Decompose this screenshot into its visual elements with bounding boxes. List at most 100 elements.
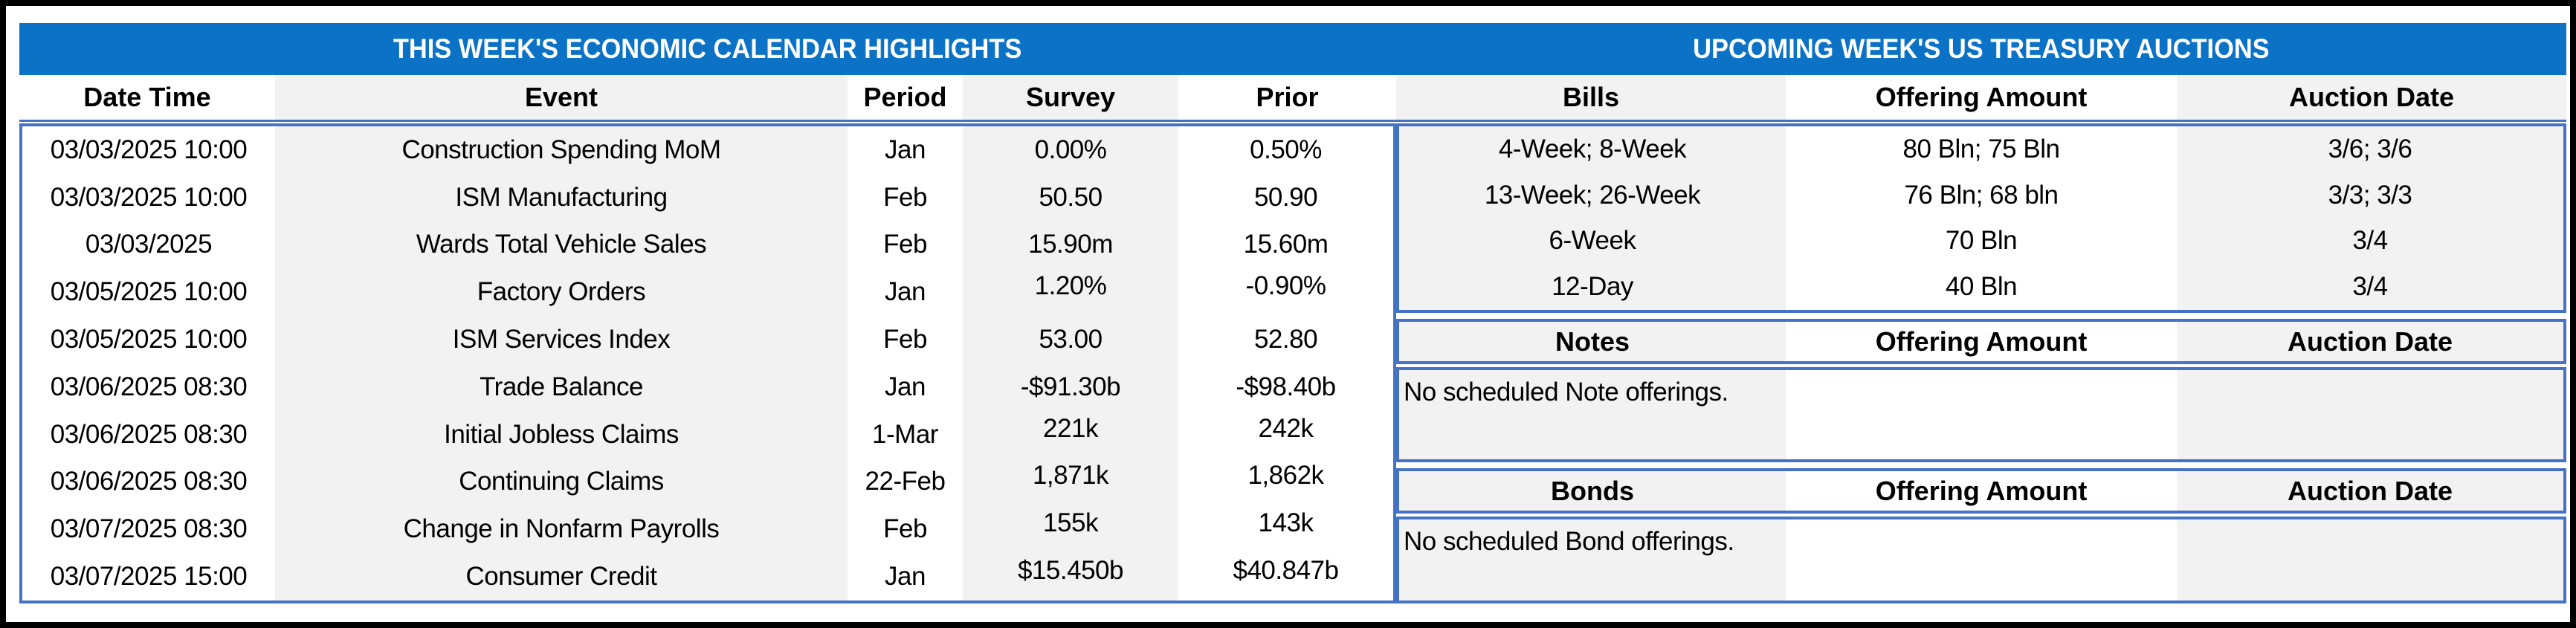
auctions-title-area: UPCOMING WEEK'S US TREASURY AUCTIONS <box>1396 23 2566 75</box>
table-row: 03/03/2025 Wards Total Vehicle Sales Feb… <box>22 221 1393 269</box>
cell-period: Feb <box>883 230 927 259</box>
cell-survey: 15.90m <box>963 221 1178 269</box>
title-bar: THIS WEEK'S ECONOMIC CALENDAR HIGHLIGHTS… <box>19 23 2566 75</box>
cell-bill-amount: 80 Bln; 75 Bln <box>1902 134 2060 164</box>
cell-bill-security: 6-Week <box>1399 218 1786 265</box>
cell-period: Feb <box>883 514 927 544</box>
cell-survey: 1.20% <box>963 268 1178 317</box>
calendar-title: THIS WEEK'S ECONOMIC CALENDAR HIGHLIGHTS <box>393 33 1022 64</box>
cell-event: Construction Spending MoM <box>275 126 848 174</box>
cell-survey: -$91.30b <box>963 363 1178 411</box>
cell-bill-amount: 40 Bln <box>1945 272 2018 302</box>
table-row: 03/03/2025 10:00 ISM Manufacturing Feb 5… <box>22 173 1393 221</box>
cell-survey: 50.50 <box>963 173 1178 221</box>
calendar-title-area: THIS WEEK'S ECONOMIC CALENDAR HIGHLIGHTS <box>19 23 1396 75</box>
cell-bill-date: 3/4 <box>2177 264 2563 310</box>
cell-prior: 52.80 <box>1253 325 1318 355</box>
cell-event: ISM Services Index <box>275 316 848 363</box>
table-row: 03/06/2025 08:30 Continuing Claims 22-Fe… <box>22 458 1393 506</box>
header-event: Event <box>275 75 848 120</box>
header-notes-auction-date: Auction Date <box>2177 322 2563 361</box>
table-row: 03/07/2025 15:00 Consumer Credit Jan $15… <box>22 553 1393 601</box>
table-row: 03/05/2025 10:00 ISM Services Index Feb … <box>22 316 1393 363</box>
cell-event: Trade Balance <box>275 363 848 411</box>
cell-prior: -$98.40b <box>1236 372 1336 401</box>
cell-period: Jan <box>885 135 926 164</box>
cell-prior: -0.90% <box>1245 271 1326 301</box>
cell-prior: 15.60m <box>1243 230 1329 259</box>
table-row: 03/05/2025 10:00 Factory Orders Jan 1.20… <box>22 268 1393 317</box>
notes-header-row: Notes Offering Amount Auction Date <box>1396 319 2566 364</box>
cell-period: 1-Mar <box>872 419 938 449</box>
cell-survey: $15.450b <box>963 553 1178 601</box>
cell-survey: 0.00% <box>963 126 1178 174</box>
header-bonds-offering-amount: Offering Amount <box>1875 475 2088 506</box>
table-row: 03/03/2025 10:00 Construction Spending M… <box>22 126 1393 174</box>
cell-event: Continuing Claims <box>275 458 848 506</box>
table-row: 4-Week; 8-Week 80 Bln; 75 Bln 3/6; 3/6 <box>1399 126 2563 172</box>
header-bonds-auction-date: Auction Date <box>2177 471 2563 511</box>
table-row: 03/06/2025 08:30 Initial Jobless Claims … <box>22 410 1393 459</box>
header-period: Period <box>863 82 947 112</box>
header-bills: Bills <box>1396 75 1786 120</box>
cell-prior: 242k <box>1258 413 1314 443</box>
header-notes: Notes <box>1399 322 1786 361</box>
cell-datetime: 03/03/2025 10:00 <box>50 135 248 164</box>
calendar-header-row: Date Time Event Period Survey Prior <box>19 75 1396 122</box>
header-prior: Prior <box>1256 82 1319 112</box>
cell-datetime: 03/05/2025 10:00 <box>50 277 248 307</box>
cell-event: Consumer Credit <box>275 553 848 601</box>
header-date-time: Date Time <box>83 82 211 112</box>
bonds-message-row: No scheduled Bond offerings. <box>1396 517 2566 603</box>
cell-bill-security: 4-Week; 8-Week <box>1399 126 1786 172</box>
cell-period: 22-Feb <box>865 467 946 496</box>
cell-empty <box>1786 519 2177 601</box>
cell-datetime: 03/06/2025 08:30 <box>50 467 248 496</box>
bonds-message: No scheduled Bond offerings. <box>1399 519 1786 601</box>
cell-period: Jan <box>885 372 926 401</box>
cell-event: Factory Orders <box>275 268 848 317</box>
cell-event: Initial Jobless Claims <box>275 410 848 459</box>
cell-datetime: 03/07/2025 15:00 <box>50 562 248 592</box>
cell-datetime: 03/03/2025 10:00 <box>50 182 248 212</box>
cell-event: Change in Nonfarm Payrolls <box>275 505 848 554</box>
cell-datetime: 03/03/2025 <box>85 230 213 259</box>
cell-bill-date: 3/6; 3/6 <box>2177 126 2563 172</box>
cell-prior: $40.847b <box>1233 556 1339 586</box>
header-bonds: Bonds <box>1399 471 1786 511</box>
cell-bill-security: 13-Week; 26-Week <box>1399 172 1786 218</box>
cell-bill-amount: 76 Bln; 68 bln <box>1904 180 2059 210</box>
notes-message: No scheduled Note offerings. <box>1399 370 1786 459</box>
cell-prior: 0.50% <box>1250 135 1322 164</box>
header-notes-offering-amount: Offering Amount <box>1875 326 2088 357</box>
table-row: 13-Week; 26-Week 76 Bln; 68 bln 3/3; 3/3 <box>1399 172 2563 218</box>
bonds-header-row: Bonds Offering Amount Auction Date <box>1396 468 2566 514</box>
notes-message-row: No scheduled Note offerings. <box>1396 367 2566 462</box>
cell-period: Jan <box>885 277 926 307</box>
header-bills-offering-amount: Offering Amount <box>1875 82 2088 112</box>
cell-bill-amount: 70 Bln <box>1945 226 2018 256</box>
table-row: 6-Week 70 Bln 3/4 <box>1399 218 2563 265</box>
cell-datetime: 03/06/2025 08:30 <box>50 372 248 401</box>
bills-header-row: Bills Offering Amount Auction Date <box>1396 75 2566 122</box>
cell-empty <box>1786 370 2177 459</box>
cell-prior: 143k <box>1258 508 1314 538</box>
cell-event: ISM Manufacturing <box>275 173 848 221</box>
header-survey: Survey <box>963 75 1178 120</box>
cell-survey: 155k <box>963 505 1178 554</box>
cell-period: Jan <box>885 562 926 592</box>
bills-table: 4-Week; 8-Week 80 Bln; 75 Bln 3/6; 3/6 1… <box>1396 123 2566 313</box>
table-row: 03/07/2025 08:30 Change in Nonfarm Payro… <box>22 505 1393 554</box>
table-row: 03/06/2025 08:30 Trade Balance Jan -$91.… <box>22 363 1393 411</box>
cell-datetime: 03/05/2025 10:00 <box>50 325 248 355</box>
cell-datetime: 03/06/2025 08:30 <box>50 419 248 449</box>
cell-bill-security: 12-Day <box>1399 264 1786 310</box>
cell-bill-date: 3/3; 3/3 <box>2177 172 2563 218</box>
auctions-title: UPCOMING WEEK'S US TREASURY AUCTIONS <box>1693 33 2270 64</box>
header-bills-auction-date: Auction Date <box>2177 75 2566 120</box>
cell-period: Feb <box>883 325 927 355</box>
cell-survey: 53.00 <box>963 316 1178 363</box>
cell-event: Wards Total Vehicle Sales <box>275 221 848 269</box>
cell-prior: 1,862k <box>1247 461 1324 491</box>
table-row: 12-Day 40 Bln 3/4 <box>1399 264 2563 310</box>
